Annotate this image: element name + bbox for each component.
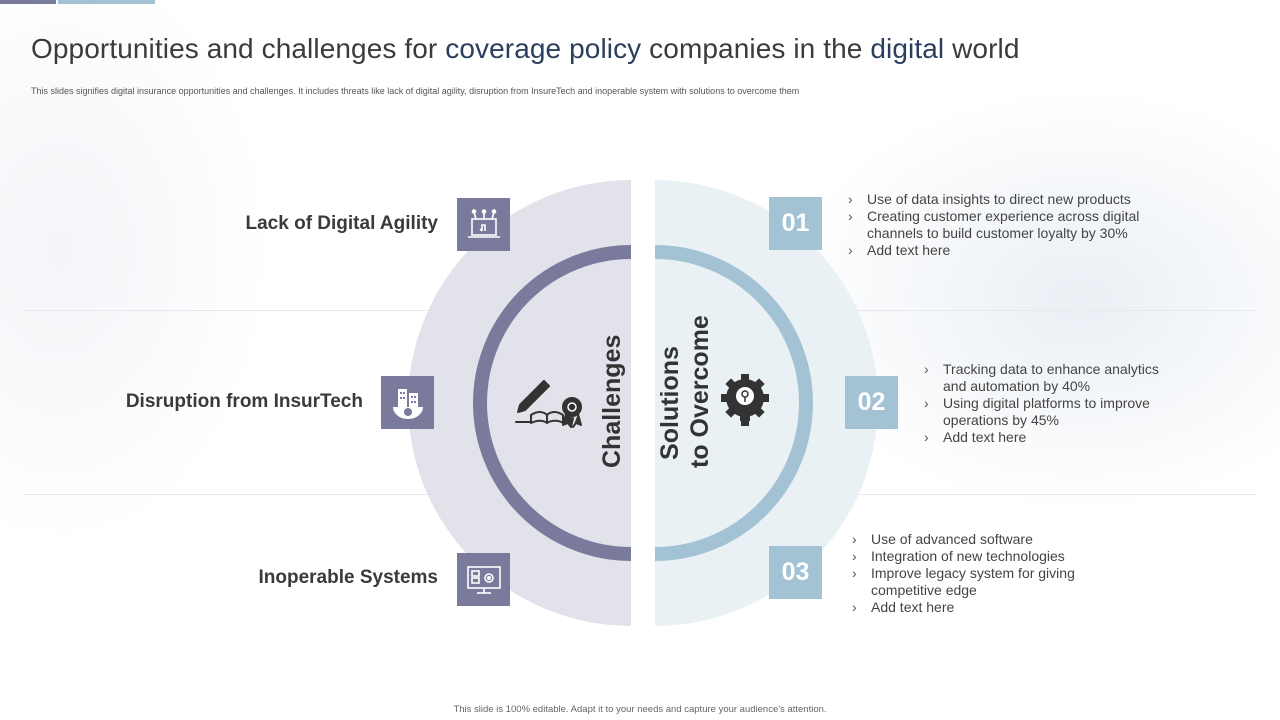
solution-number-2: 02	[845, 376, 898, 429]
list-item: Using digital platforms to improve opera…	[924, 395, 1174, 429]
right-half-disc	[655, 180, 878, 626]
challenges-label: Challenges	[598, 334, 626, 468]
page-subtitle: This slides signifies digital insurance …	[31, 86, 800, 96]
list-item: Creating customer experience across digi…	[848, 208, 1158, 242]
list-item: Use of advanced software	[852, 531, 1092, 548]
list-item: Add text here	[924, 429, 1174, 446]
solution-list-3: Use of advanced software Integration of …	[852, 531, 1092, 616]
list-item: Add text here	[852, 599, 1092, 616]
solution-list-2: Tracking data to enhance analytics and a…	[924, 361, 1174, 446]
solutions-label-line2: to Overcome	[686, 315, 714, 468]
solutions-lightbulb-gear-icon	[721, 374, 769, 426]
title-part-1: Opportunities and challenges for	[31, 33, 446, 64]
footer-note: This slide is 100% editable. Adapt it to…	[453, 704, 827, 715]
list-item: Integration of new technologies	[852, 548, 1092, 565]
solutions-ring	[654, 245, 813, 561]
divider-right-2	[836, 494, 1256, 495]
page-title: Opportunities and challenges for coverag…	[31, 33, 1020, 65]
laptop-icon	[457, 198, 510, 251]
list-item: Add text here	[848, 242, 1158, 259]
list-item: Tracking data to enhance analytics and a…	[924, 361, 1174, 395]
challenge-label-1: Lack of Digital Agility	[245, 213, 439, 234]
list-item: Improve legacy system for giving competi…	[852, 565, 1092, 599]
divider-left-2	[24, 494, 444, 495]
left-half-disc	[408, 180, 631, 626]
divider-left-1	[24, 310, 444, 311]
challenge-label-3: Inoperable Systems	[258, 567, 438, 588]
city-gear-icon	[381, 376, 434, 429]
monitor-settings-icon	[457, 553, 510, 606]
solutions-label: Solutions to Overcome	[655, 315, 715, 468]
title-part-3: world	[944, 33, 1020, 64]
top-accent-bar-blue	[58, 0, 155, 4]
solution-number-1: 01	[769, 197, 822, 250]
challenges-ring	[473, 245, 632, 561]
solutions-label-line1: Solutions	[656, 346, 684, 460]
solution-number-3: 03	[769, 546, 822, 599]
list-item: Use of data insights to direct new produ…	[848, 191, 1158, 208]
top-accent-bar-purple	[0, 0, 56, 4]
title-part-2: companies in the	[641, 33, 871, 64]
divider-right-1	[836, 310, 1256, 311]
solution-list-1: Use of data insights to direct new produ…	[848, 191, 1158, 259]
challenges-icon	[515, 380, 582, 428]
title-highlight-1: coverage policy	[445, 33, 642, 64]
title-highlight-2: digital	[870, 33, 945, 64]
challenge-label-2: Disruption from InsurTech	[125, 391, 363, 412]
